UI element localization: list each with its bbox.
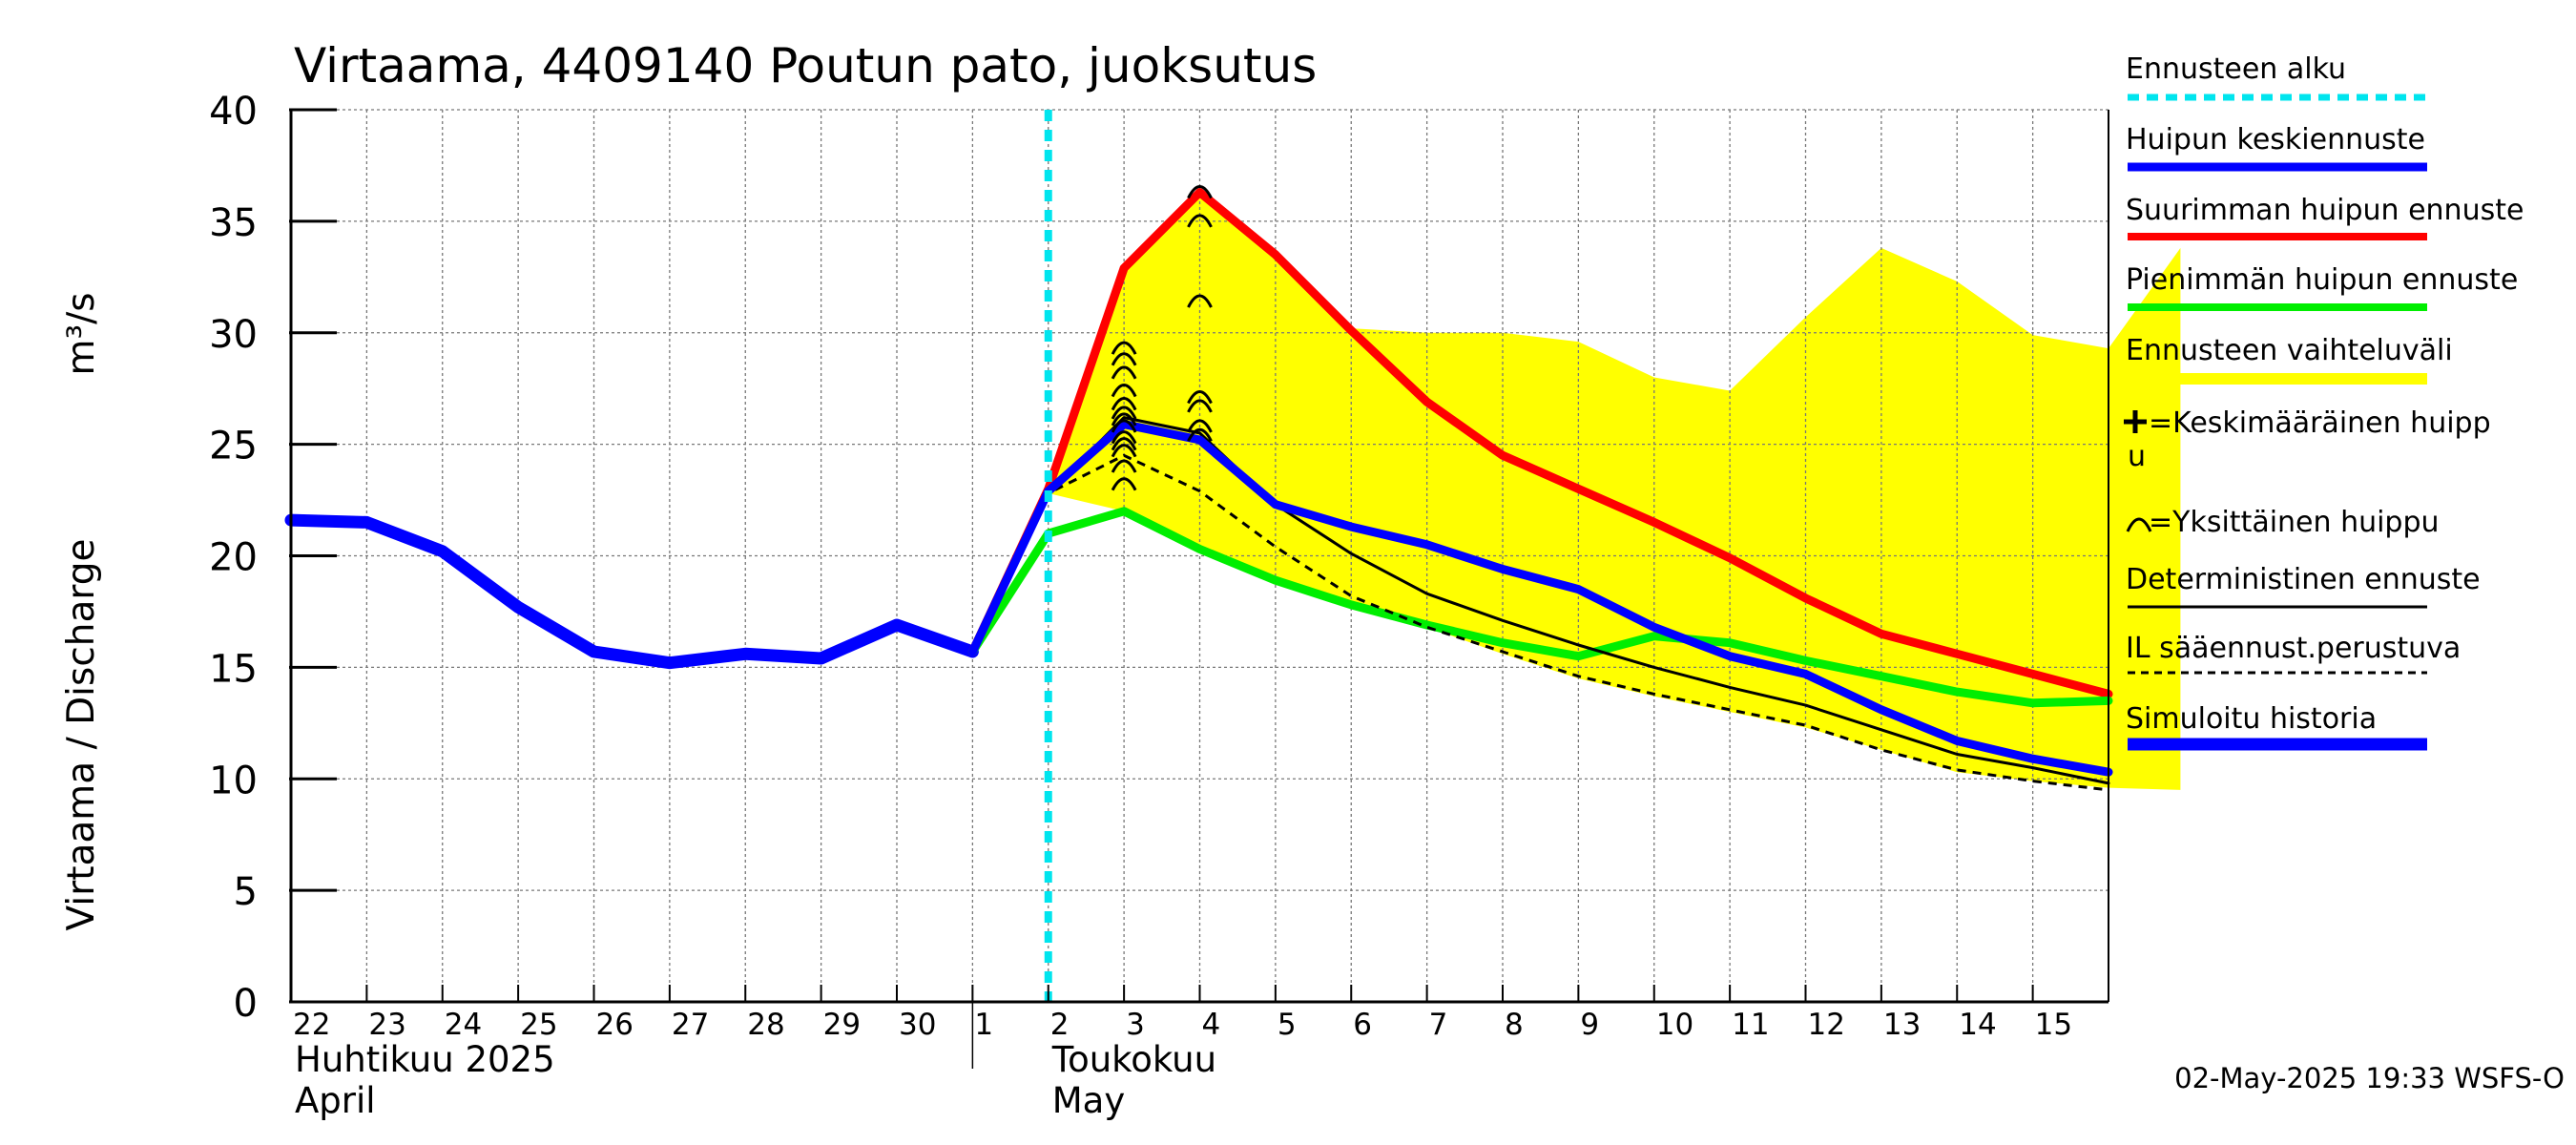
x-tick-label: 4: [1202, 1008, 1221, 1042]
legend-label: Ennusteen vaihteluväli: [2126, 334, 2453, 367]
x-tick-label: 14: [1959, 1008, 1996, 1042]
legend-item-0: Ennusteen alku: [2126, 52, 2427, 101]
x-tick-label: 12: [1808, 1008, 1845, 1042]
y-axis-unit: m³/s: [60, 292, 103, 375]
legend-arc-marker: [2126, 517, 2152, 532]
x-tick-label: 3: [1126, 1008, 1145, 1042]
x-tick-label: 28: [747, 1008, 784, 1042]
legend-item-9: Simuloitu historia: [2126, 702, 2427, 751]
series-line-0: [284, 513, 979, 670]
x-tick-label: 8: [1505, 1008, 1524, 1042]
peak-marker-1-1: [1187, 419, 1213, 433]
peak-marker-0-5: [1111, 419, 1137, 433]
x-tick-label: 10: [1656, 1008, 1693, 1042]
legend-label-wrap: u: [2128, 440, 2146, 473]
legend-label: Pienimmän huipun ennuste: [2126, 263, 2518, 297]
x-tick-label: 29: [823, 1008, 861, 1042]
series-line-2: [967, 507, 2113, 708]
legend-label: Huipun keskiennuste: [2126, 123, 2425, 156]
legend-label: =Yksittäinen huippu: [2149, 506, 2440, 539]
peak-marker-0-9: [1111, 384, 1137, 398]
y-tick-label: 0: [234, 982, 258, 1026]
y-tick-label: 25: [209, 425, 258, 468]
peak-marker-1-2: [1187, 399, 1213, 413]
peak-marker-0-6: [1111, 412, 1137, 427]
y-axis-unit-text: m³/s: [60, 292, 103, 375]
legend-item-3: Pienimmän huipun ennuste: [2126, 263, 2518, 311]
legend-plus-marker: [2124, 410, 2147, 433]
y-tick-label: 10: [209, 759, 258, 802]
legend-item-8: IL sääennust.perustuva: [2126, 632, 2461, 675]
peak-marker-1-3: [1187, 390, 1213, 405]
series-line-1: [967, 188, 2113, 698]
y-tick-label: 15: [209, 647, 258, 691]
y-tick-label: 40: [209, 90, 258, 134]
legend: Ennusteen alku Huipun keskiennuste Suurimm…: [2124, 52, 2524, 751]
legend-label: Suurimman huipun ennuste: [2126, 194, 2524, 227]
legend-label: =Keskimääräinen huipp: [2149, 406, 2491, 440]
plot-area: [284, 109, 2181, 1003]
x-tick-label: 11: [1732, 1008, 1769, 1042]
y-axis-label: Virtaama / Discharge: [60, 539, 103, 931]
legend-item-2: Suurimman huipun ennuste: [2126, 194, 2524, 240]
legend-label: Ennusteen alku: [2126, 52, 2346, 86]
x-tick-label: 7: [1429, 1008, 1448, 1042]
month-label-en: May: [1052, 1080, 1126, 1121]
x-tick-label: 22: [293, 1008, 330, 1042]
y-tick-label: 30: [209, 313, 258, 357]
month-label-fi: Toukokuu: [1051, 1039, 1216, 1080]
peak-marker-0-1: [1111, 459, 1137, 473]
peak-marker-0-8: [1111, 397, 1137, 411]
x-tick-label: 9: [1580, 1008, 1599, 1042]
y-axis-label-text: Virtaama / Discharge: [60, 539, 103, 931]
x-tick-label: 13: [1883, 1008, 1921, 1042]
peak-marker-1-4: [1187, 294, 1213, 308]
legend-item-4: Ennusteen vaihteluväli: [2126, 334, 2453, 385]
x-tick-label: 2: [1050, 1008, 1070, 1042]
x-tick-label: 30: [899, 1008, 936, 1042]
peak-marker-0-3: [1111, 437, 1137, 451]
month-label-en: April: [295, 1080, 376, 1121]
legend-item-5: =Keskimääräinen huippu: [2124, 406, 2491, 473]
peak-marker-0-10: [1111, 365, 1137, 380]
series-line-3: [971, 453, 2109, 792]
series-line-4: [970, 416, 2110, 785]
peak-marker-0-7: [1111, 406, 1137, 420]
x-tick-label: 24: [445, 1008, 482, 1042]
peak-marker-0-0: [1111, 477, 1137, 491]
legend-item-1: Huipun keskiennuste: [2126, 123, 2427, 172]
x-tick-label: 25: [520, 1008, 557, 1042]
legend-label: IL sääennust.perustuva: [2126, 632, 2461, 665]
x-tick-label: 5: [1278, 1008, 1297, 1042]
x-tick-label: 6: [1353, 1008, 1372, 1042]
peak-marker-1-5: [1187, 214, 1213, 228]
y-tick-label: 35: [209, 201, 258, 245]
peak-marker-0-2: [1111, 444, 1137, 458]
legend-label: Simuloitu historia: [2126, 702, 2377, 736]
x-tick-label: 15: [2035, 1008, 2072, 1042]
legend-item-7: Deterministinen ennuste: [2126, 563, 2481, 609]
timestamp: 02-May-2025 19:33 WSFS-O: [2174, 1062, 2565, 1094]
peak-marker-1-0: [1187, 427, 1213, 442]
peak-marker-0-4: [1111, 430, 1137, 445]
peak-marker-1-6: [1187, 185, 1213, 199]
y-tick-label: 20: [209, 536, 258, 580]
legend-item-6: =Yksittäinen huippu: [2126, 506, 2440, 539]
month-label-fi: Huhtikuu 2025: [295, 1039, 555, 1080]
x-tick-label: 26: [596, 1008, 634, 1042]
peak-marker-0-12: [1111, 341, 1137, 355]
legend-label: Deterministinen ennuste: [2126, 563, 2481, 596]
x-tick-label: 27: [672, 1008, 709, 1042]
x-tick-label: 23: [368, 1008, 405, 1042]
y-tick-label: 5: [234, 870, 258, 914]
chart-title: Virtaama, 4409140 Poutun pato, juoksutus: [294, 38, 1317, 94]
series-line-5: [967, 420, 2113, 777]
peak-marker-0-11: [1111, 352, 1137, 366]
x-tick-label: 1: [974, 1008, 993, 1042]
